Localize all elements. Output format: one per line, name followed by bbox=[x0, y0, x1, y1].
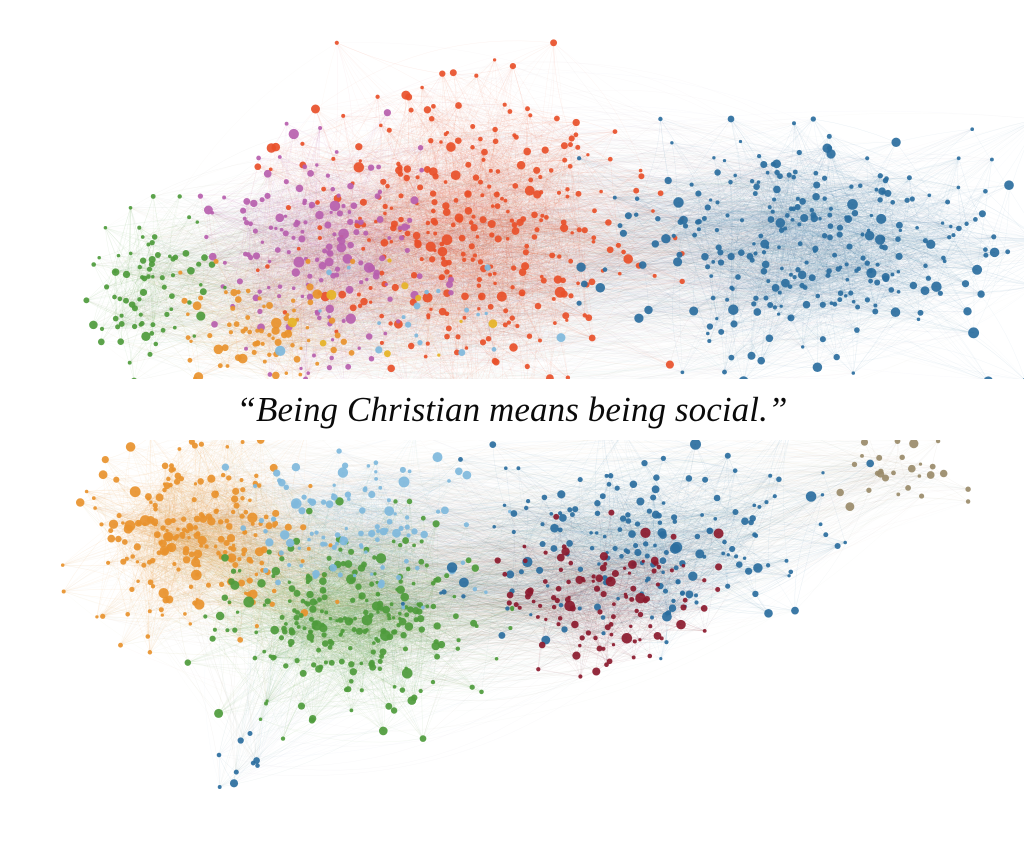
pull-quote-band: “Being Christian means being social.” bbox=[0, 379, 1024, 440]
pull-quote-text: “Being Christian means being social.” bbox=[236, 392, 787, 427]
top-network-graph bbox=[0, 0, 1024, 379]
bottom-network-graph bbox=[0, 440, 1024, 859]
